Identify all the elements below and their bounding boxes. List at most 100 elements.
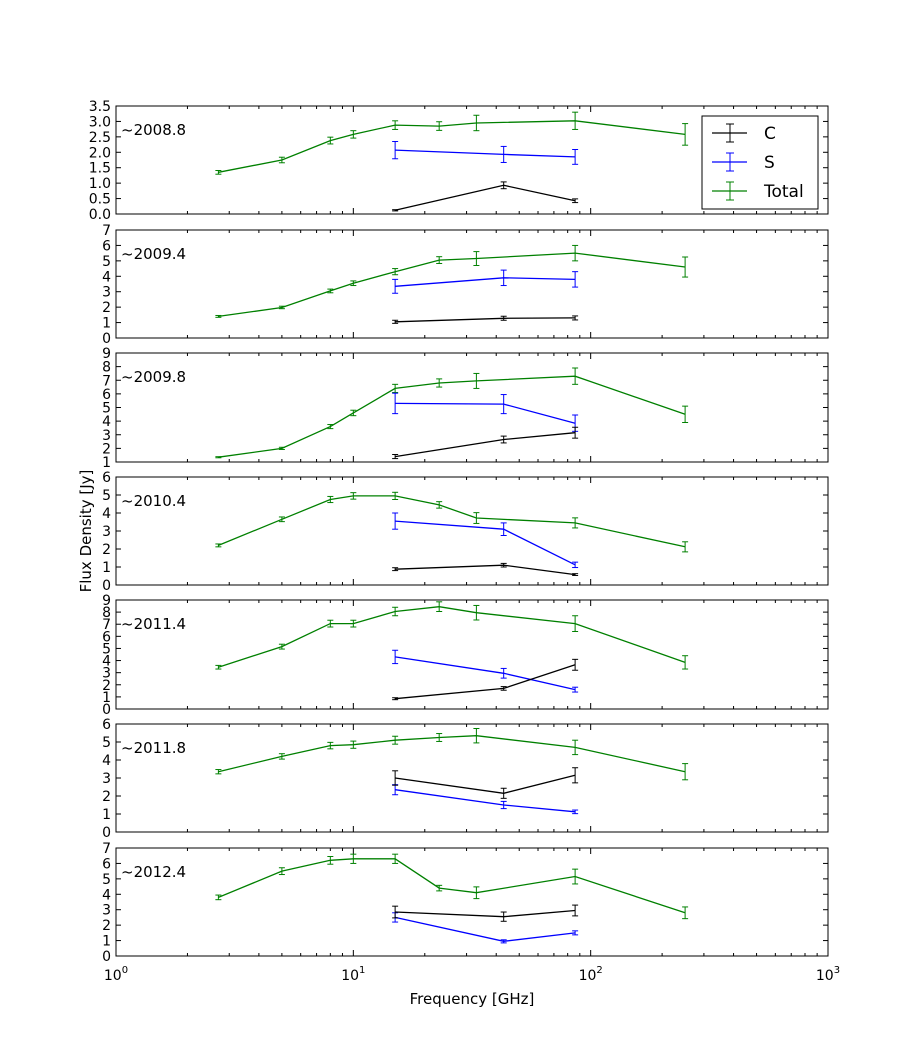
error-bar — [436, 256, 443, 264]
error-bar — [473, 604, 480, 621]
y-tick-label: 5 — [102, 254, 111, 270]
legend-label: C — [764, 124, 776, 144]
series-c — [392, 767, 579, 799]
series-line — [395, 789, 576, 813]
panel-6: 0 1 2 3 4 5 6 ~2011.8 — [102, 717, 829, 841]
panel-label: ~2012.4 — [121, 863, 186, 881]
series-total — [215, 728, 689, 781]
error-bar — [473, 372, 480, 389]
series-s — [392, 512, 579, 569]
y-tick-label: 7 — [102, 223, 111, 239]
series-s — [392, 912, 579, 944]
y-tick-label: 1 — [102, 690, 111, 706]
y-tick-label: 2 — [102, 918, 111, 934]
error-bar — [327, 288, 334, 294]
y-tick-label: 6 — [102, 629, 111, 645]
panel-frame — [115, 599, 829, 710]
x-tick-label: 102 — [579, 965, 603, 984]
error-bar — [436, 601, 443, 613]
y-tick-label: 3 — [102, 524, 111, 540]
series-line — [394, 184, 576, 211]
series-s — [392, 140, 579, 165]
error-bar — [436, 501, 443, 509]
error-bar — [682, 541, 689, 553]
error-bar — [500, 800, 507, 810]
error-bar — [500, 394, 507, 415]
error-bar — [572, 868, 579, 885]
error-bar — [572, 739, 579, 756]
error-bar — [392, 697, 399, 701]
error-bar — [572, 426, 579, 439]
error-bar — [572, 658, 579, 671]
y-tick-label: 0.0 — [89, 207, 111, 223]
error-bar — [392, 140, 399, 160]
series-c — [392, 904, 579, 922]
panel-frame — [115, 847, 829, 957]
y-tick-label: 1 — [102, 560, 111, 576]
error-bar — [278, 643, 285, 650]
y-tick-label: 7 — [102, 617, 111, 633]
series-s — [392, 269, 579, 294]
error-bar — [278, 156, 285, 164]
y-tick-label: 1.0 — [89, 176, 111, 192]
panel-4: 0 1 2 3 4 5 6 ~2010.4 — [102, 470, 829, 594]
y-tick-label: 3 — [102, 903, 111, 919]
series-c — [392, 315, 579, 324]
series-line — [395, 317, 576, 323]
y-tick-label: 5 — [102, 401, 111, 417]
error-bar — [682, 906, 689, 920]
error-bar — [392, 454, 399, 460]
error-bar — [278, 753, 285, 760]
series-s — [392, 649, 579, 693]
y-tick-label: 2 — [102, 441, 111, 457]
error-bar — [392, 209, 399, 212]
error-bar — [392, 905, 399, 919]
panel-label: ~2009.8 — [121, 368, 186, 386]
series-c — [392, 426, 579, 460]
error-bar — [278, 516, 285, 523]
error-bar — [278, 305, 285, 310]
error-bar — [500, 686, 507, 691]
series-line — [218, 120, 686, 173]
error-bar — [682, 256, 689, 278]
y-tick-label: 3 — [102, 428, 111, 444]
panels-layer: 0.00.51.01.52.02.53.03.5~2008.801234567~… — [89, 99, 840, 984]
y-tick-label: 4 — [102, 506, 111, 522]
y-tick-label: 5 — [102, 641, 111, 657]
error-bar — [392, 120, 399, 130]
y-tick-label: 7 — [102, 841, 111, 857]
error-bar — [572, 809, 579, 815]
error-bar — [392, 735, 399, 745]
y-tick-label: 8 — [102, 605, 111, 621]
error-bar — [327, 495, 334, 504]
error-bar — [215, 664, 222, 670]
error-bar — [327, 741, 334, 750]
error-bar — [392, 278, 399, 294]
x-tick-label: 100 — [104, 965, 128, 984]
error-bar — [572, 573, 579, 576]
panel-frame — [115, 229, 829, 339]
y-tick-label: 3 — [102, 771, 111, 787]
error-bar — [327, 424, 334, 430]
error-bar — [278, 446, 285, 450]
y-tick-label: 4 — [102, 887, 111, 903]
error-bar — [473, 114, 480, 132]
error-bar — [215, 456, 222, 459]
error-bar — [392, 392, 399, 415]
error-bar — [392, 268, 399, 276]
y-tick-label: 0 — [102, 331, 111, 347]
y-tick-label: 6 — [102, 856, 111, 872]
error-bar — [572, 315, 579, 321]
error-bar — [572, 244, 579, 262]
legend-entry: Total — [712, 181, 804, 202]
series-line — [218, 735, 686, 773]
error-bar — [215, 543, 222, 548]
x-tick-label: 101 — [341, 965, 365, 984]
y-tick-label: 7 — [102, 373, 111, 389]
y-tick-label: 2.5 — [89, 130, 111, 146]
series-c — [392, 658, 579, 701]
series-line — [218, 858, 686, 914]
